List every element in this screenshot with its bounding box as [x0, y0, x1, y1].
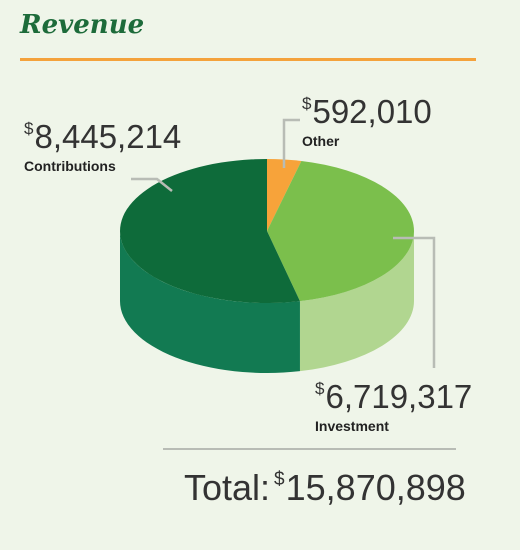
total-revenue: Total: $15,870,898 [184, 467, 466, 508]
contributions-label: Contributions [24, 158, 116, 174]
pie-slice-other [267, 159, 302, 231]
other-amount: $592,010 [302, 93, 432, 130]
contributions-amount: $8,445,214 [24, 118, 182, 155]
investment-amount: $6,719,317 [315, 378, 473, 415]
pie-slice-contributions [120, 159, 300, 303]
other-leader [282, 118, 300, 168]
chart-title: Revenue [20, 10, 145, 40]
pie-slice-investment [267, 161, 414, 302]
title-divider [20, 58, 476, 61]
contributions-leader [131, 177, 173, 192]
investment-leader [393, 236, 436, 368]
pie-side-investment [299, 231, 414, 372]
total-divider [163, 448, 456, 450]
investment-label: Investment [315, 418, 389, 434]
other-label: Other [302, 133, 340, 149]
pie-side-contributions [120, 231, 300, 374]
